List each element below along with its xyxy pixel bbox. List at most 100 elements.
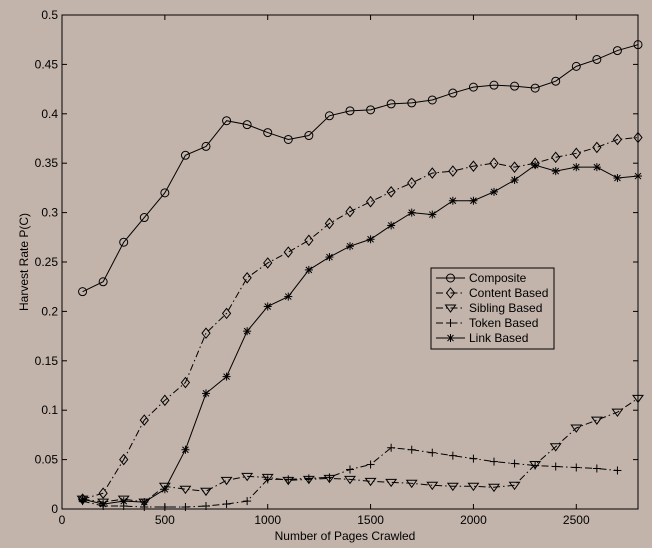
data-point-link-based [510,175,519,184]
data-point-link-based [387,221,396,230]
data-point-token-based [428,448,437,457]
y-tick-label: 0.2 [41,304,58,318]
x-tick-label: 2500 [563,513,590,527]
data-point-link-based [551,167,560,176]
data-point-link-based [304,265,313,274]
data-point-sibling-based [488,483,500,493]
legend-item-sibling-based: Sibling Based [436,301,542,315]
data-point-composite [345,106,355,116]
legend-item-composite: Composite [436,271,527,285]
data-point-link-based [634,172,642,181]
data-point-token-based [572,463,581,472]
data-point-link-based [99,500,108,509]
plot-area [62,15,638,509]
y-axis-label: Harvest Rate P(C) [17,213,31,311]
data-point-composite [263,128,273,138]
y-tick-label: 0.1 [41,403,58,417]
data-point-content-based [283,246,293,258]
data-point-content-based [468,160,479,172]
data-point-content-based [509,161,520,173]
data-point-token-based [490,457,498,466]
y-tick-label: 0.4 [41,107,58,121]
data-point-token-based [181,503,190,512]
data-point-link-based [346,242,354,251]
data-point-link-based [119,497,128,506]
data-point-link-based [140,498,149,507]
legend-marker [446,273,455,283]
data-point-content-based [571,147,581,160]
data-point-sibling-based [508,481,521,491]
legend-marker [445,287,456,299]
y-axis-ticks: 0 0.05 0.1 0.15 0.2 0.25 0.3 0.35 0.4 0.45 0.5 [35,8,638,516]
data-point-token-based [510,459,519,468]
data-point-composite [160,188,170,198]
data-point-sibling-based [220,476,233,486]
data-point-composite [222,116,232,126]
series-token-based [78,443,622,512]
legend-item-link-based: Link Based [436,331,528,345]
data-point-sibling-based [467,482,480,492]
data-point-composite [633,40,643,50]
x-tick-label: 0 [59,513,66,527]
legend-marker [446,319,455,327]
data-point-content-based [160,394,170,407]
data-point-link-based [263,302,272,311]
x-axis-label: Number of Pages Crawled [275,529,416,543]
data-point-link-based [490,187,498,196]
y-tick-label: 0.15 [35,354,59,368]
data-point-content-based [180,376,191,389]
series-layer [76,40,644,512]
data-point-sibling-based [426,481,439,491]
data-point-link-based [407,208,416,217]
data-point-composite [242,120,252,130]
data-point-content-based [386,186,396,198]
data-point-composite [201,141,211,151]
x-tick-label: 1500 [357,513,384,527]
data-point-link-based [222,372,231,381]
data-point-token-based [160,503,169,512]
data-point-link-based [78,495,87,504]
data-point-sibling-based [570,424,583,433]
data-point-composite [510,81,520,91]
data-point-token-based [243,497,252,506]
data-point-token-based [325,473,334,482]
data-point-token-based [531,461,540,470]
data-point-link-based [592,163,601,172]
data-point-token-based [284,475,293,484]
data-point-composite [180,150,190,160]
data-point-composite [530,83,540,93]
legend-marker [446,334,455,342]
data-point-token-based [551,462,560,471]
data-point-content-based [345,205,355,218]
data-point-composite [551,76,561,86]
data-point-content-based [201,327,211,339]
data-point-content-based [633,131,643,144]
data-point-sibling-based [632,394,644,404]
data-point-composite [78,287,88,297]
data-point-sibling-based [344,475,356,485]
data-point-composite [283,134,293,144]
data-point-content-based [139,414,149,426]
data-point-content-based [427,167,437,179]
legend-label: Link Based [469,331,528,345]
data-point-composite [98,277,108,287]
x-axis-ticks: 0 500 1000 1500 2000 2500 [59,15,590,527]
legend-label: Sibling Based [469,301,542,315]
data-point-content-based [365,195,376,208]
series-composite [78,40,643,297]
series-line-composite [82,44,639,293]
data-point-link-based [366,235,375,244]
data-point-content-based [304,234,314,247]
data-point-sibling-based [200,487,212,497]
x-tick-label: 1000 [254,513,281,527]
data-point-link-based [160,485,169,494]
data-point-composite [366,105,376,115]
data-point-link-based [202,389,210,398]
data-point-composite [489,80,499,90]
data-point-composite [448,88,458,98]
data-point-content-based [612,133,623,146]
y-tick-label: 0.45 [35,57,59,71]
data-point-composite [324,111,334,121]
